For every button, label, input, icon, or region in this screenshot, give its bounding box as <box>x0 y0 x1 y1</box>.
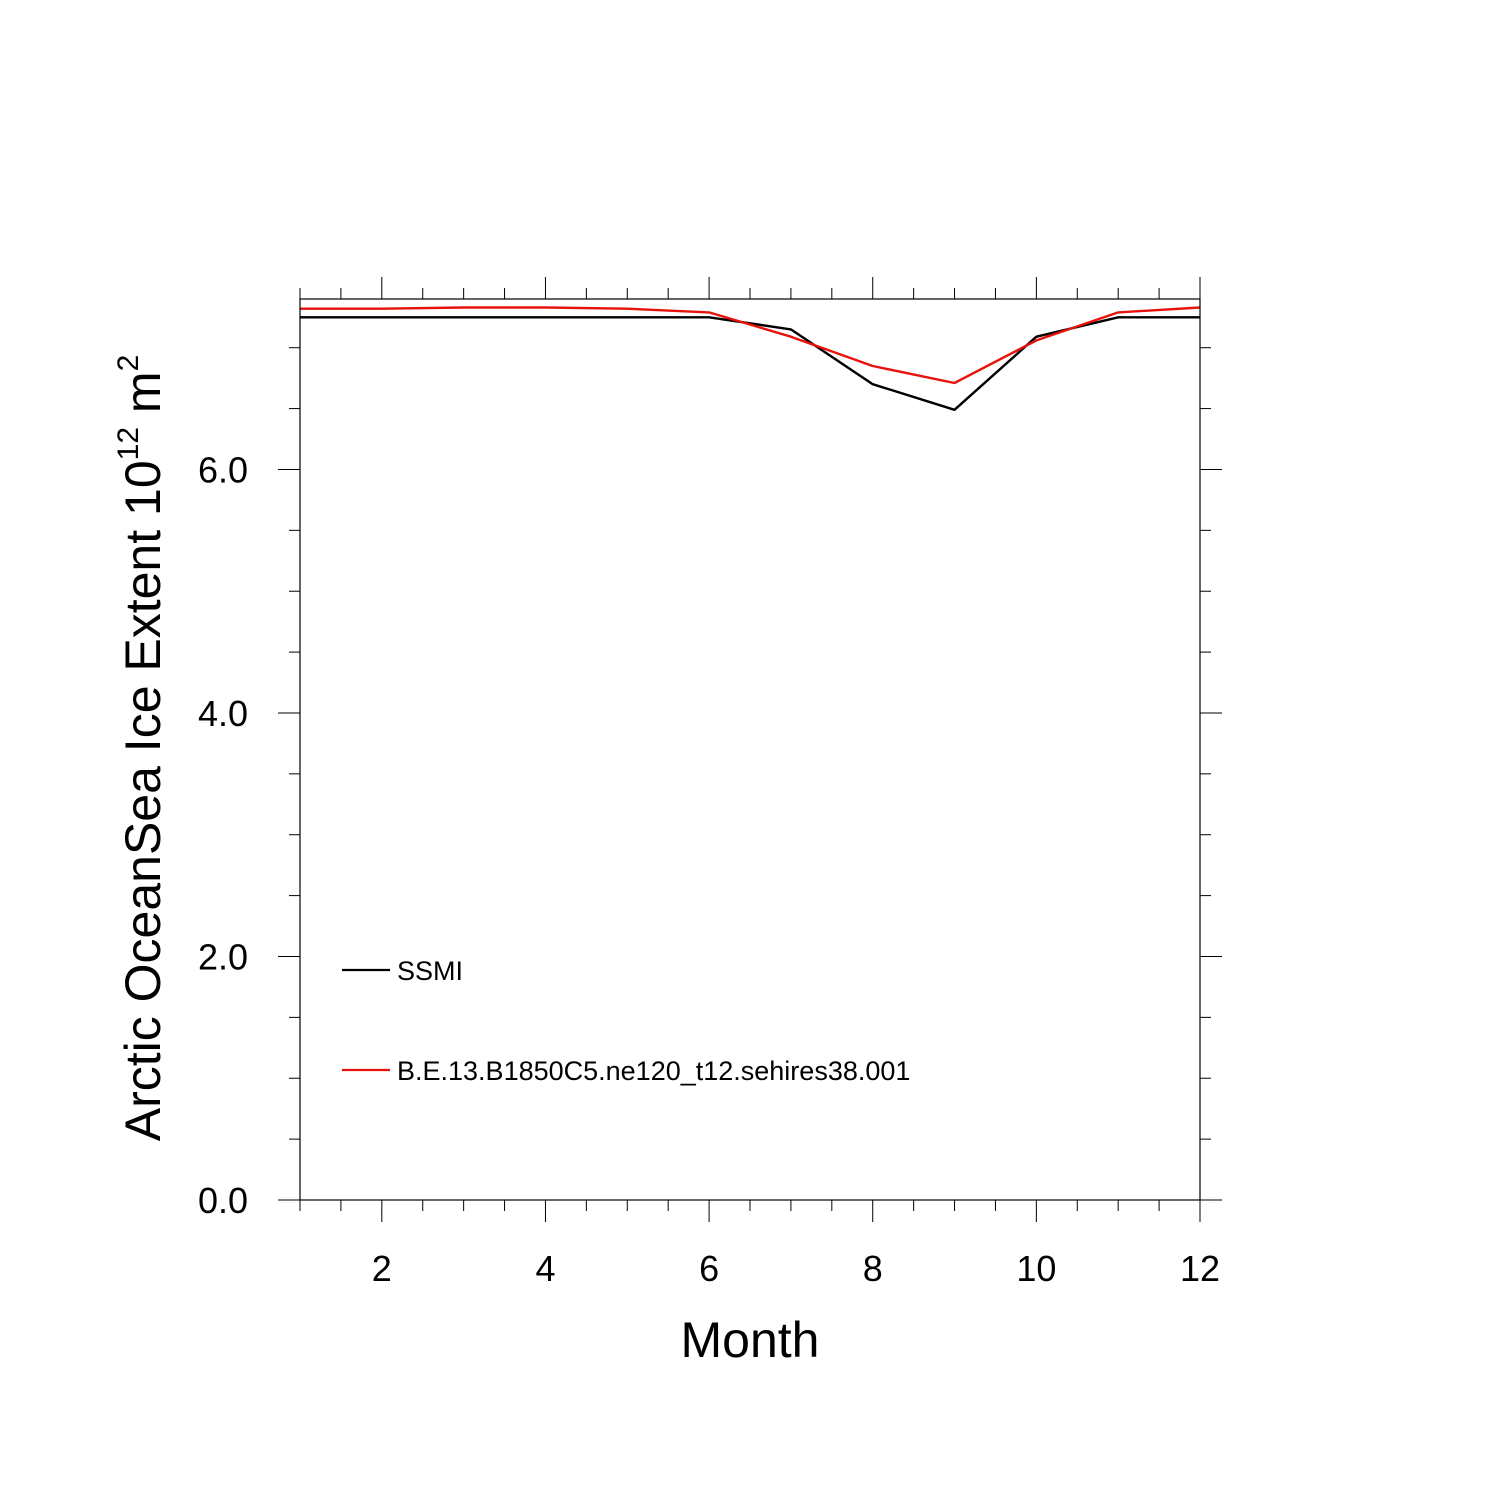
y-tick-label: 0.0 <box>198 1180 248 1221</box>
y-tick-label: 2.0 <box>198 936 248 977</box>
legend: SSMI B.E.13.B1850C5.ne120_t12.sehires38.… <box>342 956 910 1086</box>
legend-label-ssmi: SSMI <box>397 956 463 986</box>
y-tick-label: 4.0 <box>198 693 248 734</box>
y-axis-title-unit-exponent: 2 <box>112 355 145 372</box>
x-tick-label: 4 <box>535 1248 555 1289</box>
legend-label-model: B.E.13.B1850C5.ne120_t12.sehires38.001 <box>397 1056 910 1086</box>
y-tick-label: 6.0 <box>198 449 248 490</box>
series-layer <box>300 306 1201 411</box>
y-axis-title-main: Arctic OceanSea Ice Extent 10 <box>115 460 171 1141</box>
x-tick-label: 10 <box>1016 1248 1056 1289</box>
series-line-model <box>300 306 1201 385</box>
x-tick-label: 8 <box>863 1248 883 1289</box>
x-tick-label: 6 <box>699 1248 719 1289</box>
tick-labels: 2 4 6 8 10 12 0.0 2.0 4.0 6.0 <box>198 449 1220 1289</box>
x-tick-label: 12 <box>1180 1248 1220 1289</box>
tick-marks <box>278 277 1222 1222</box>
y-axis-title: Arctic OceanSea Ice Extent 1012 m2 <box>112 355 171 1142</box>
x-axis-title: Month <box>681 1312 820 1368</box>
x-tick-label: 2 <box>372 1248 392 1289</box>
y-axis-title-exponent: 12 <box>112 427 145 460</box>
y-axis-title-unit: m <box>115 371 171 427</box>
